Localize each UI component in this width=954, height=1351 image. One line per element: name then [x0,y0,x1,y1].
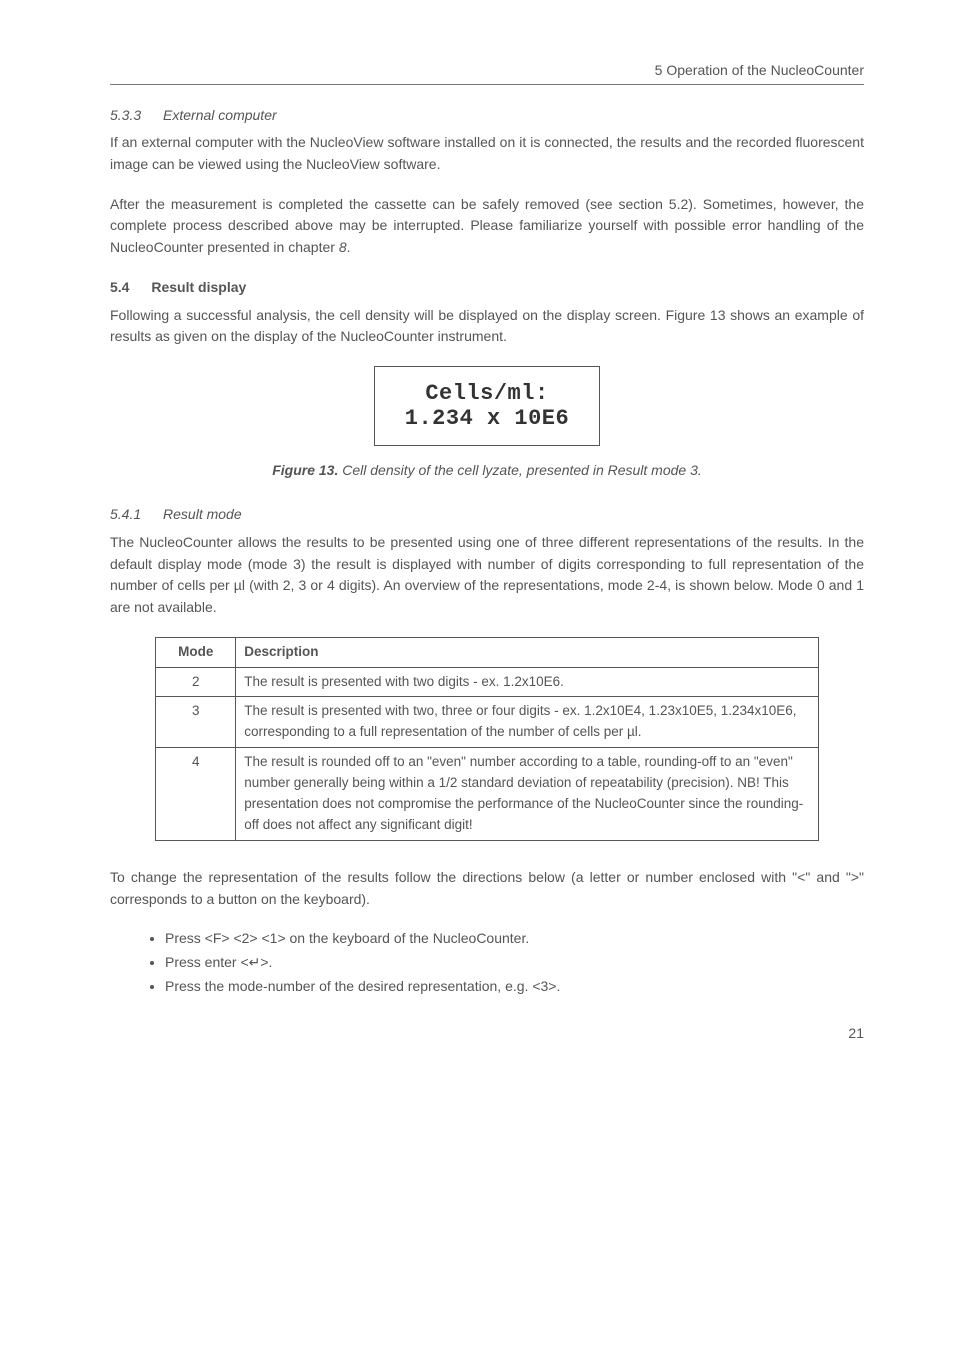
table-row: 2 The result is presented with two digit… [156,667,819,697]
section-54-number: 5.4 [110,277,129,299]
running-header-text: 5 Operation of the NucleoCounter [655,62,864,78]
section-533-heading: 5.3.3 External computer [110,105,864,127]
table-header-row: Mode Description [156,637,819,667]
table-header-mode: Mode [156,637,236,667]
section-541-number: 5.4.1 [110,504,141,526]
section-54-heading: 5.4 Result display [110,277,864,299]
section-533-number: 5.3.3 [110,105,141,127]
paragraph-533-2-em: 8 [339,239,347,255]
table-cell-mode: 2 [156,667,236,697]
paragraph-54-1: Following a successful analysis, the cel… [110,305,864,348]
steps-list: Press <F> <2> <1> on the keyboard of the… [165,928,864,997]
lcd-display: Cells/ml: 1.234 x 10E6 [374,366,600,447]
section-54-title: Result display [151,279,246,295]
table-cell-desc: The result is presented with two digits … [236,667,819,697]
list-item: Press enter <↵>. [165,952,864,974]
table-row: 3 The result is presented with two, thre… [156,697,819,748]
paragraph-541-1: The NucleoCounter allows the results to … [110,532,864,619]
section-541-title: Result mode [163,506,242,522]
page-number: 21 [110,1023,864,1045]
lcd-line-2: 1.234 x 10E6 [405,406,569,431]
section-533-title: External computer [163,107,277,123]
paragraph-533-2a: After the measurement is completed the c… [110,196,864,255]
table-header-description: Description [236,637,819,667]
table-cell-desc: The result is rounded off to an "even" n… [236,748,819,841]
list-item: Press the mode-number of the desired rep… [165,976,864,998]
lcd-line-1: Cells/ml: [405,381,569,406]
paragraph-533-2b: . [347,239,351,255]
running-header: 5 Operation of the NucleoCounter [110,60,864,85]
table-cell-mode: 3 [156,697,236,748]
section-541-heading: 5.4.1 Result mode [110,504,864,526]
table-cell-desc: The result is presented with two, three … [236,697,819,748]
figure-13-label: Figure 13. [272,462,338,478]
table-cell-mode: 4 [156,748,236,841]
paragraph-533-1: If an external computer with the NucleoV… [110,132,864,175]
paragraph-533-2: After the measurement is completed the c… [110,194,864,259]
table-row: 4 The result is rounded off to an "even"… [156,748,819,841]
paragraph-post-table: To change the representation of the resu… [110,867,864,910]
figure-13-text: Cell density of the cell lyzate, present… [338,462,701,478]
figure-13-caption: Figure 13. Cell density of the cell lyza… [110,460,864,482]
list-item: Press <F> <2> <1> on the keyboard of the… [165,928,864,950]
modes-table: Mode Description 2 The result is present… [155,637,819,841]
display-box-container: Cells/ml: 1.234 x 10E6 [110,366,864,447]
